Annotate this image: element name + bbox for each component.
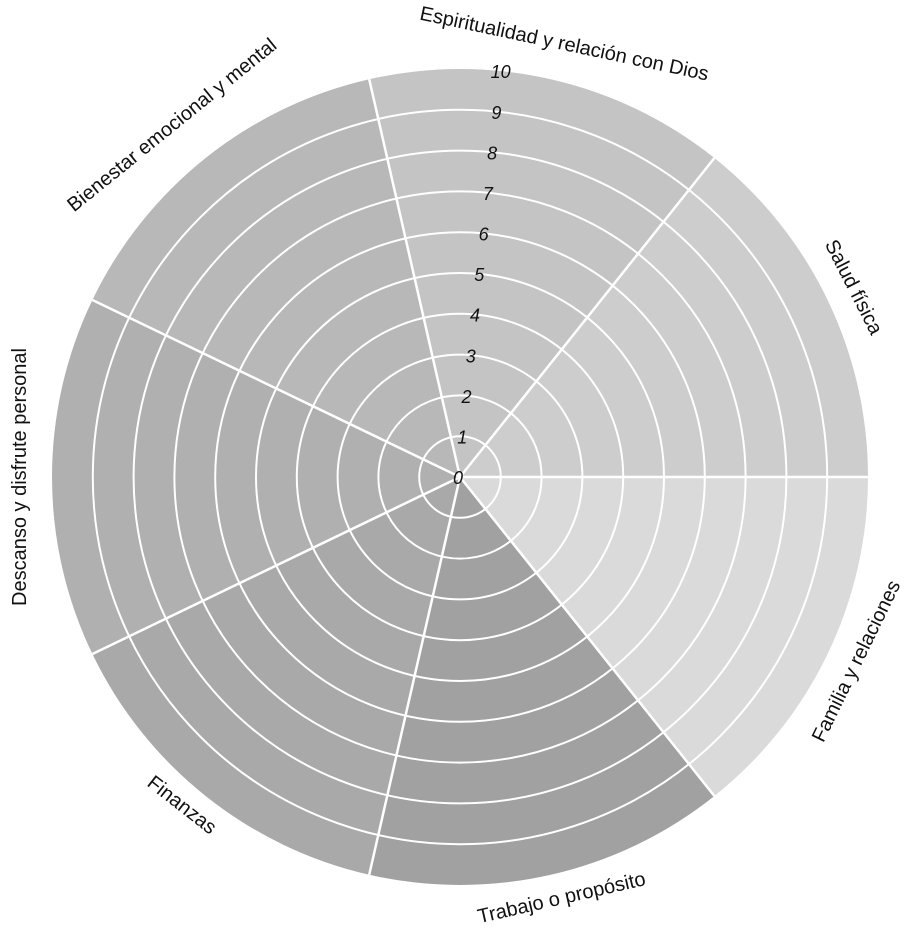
wheel-segment-1: [369, 477, 715, 885]
scale-label-10: 10: [491, 62, 511, 82]
scale-label-1: 1: [457, 427, 467, 447]
wheel-segment-4: [92, 79, 461, 478]
scale-label-5: 5: [474, 265, 485, 285]
scale-label-7: 7: [483, 184, 494, 204]
scale-labels: 0 1 2 3 4 5 6 7 8 9 10: [453, 62, 511, 488]
scale-label-2: 2: [461, 387, 472, 407]
segment-divider-2: [367, 476, 462, 876]
segment-divider-5: [367, 78, 462, 478]
wheel-segment-2: [92, 477, 461, 875]
wheel-segment-0: [460, 477, 868, 796]
scale-label-0: 0: [453, 468, 463, 488]
scale-label-8: 8: [487, 143, 497, 163]
scale-label-3: 3: [466, 346, 476, 366]
segment-divider-3: [91, 475, 461, 656]
segment-divider-6: [459, 157, 716, 478]
segment-dividers: [91, 78, 868, 876]
scale-label-9: 9: [491, 103, 501, 123]
segment-label-descanso-disfrute: Descanso y disfrute personal: [9, 348, 31, 606]
wheel-segment-5: [369, 69, 715, 478]
segment-divider-1: [459, 476, 716, 797]
segment-divider-4: [91, 298, 461, 479]
scale-label-4: 4: [470, 306, 480, 326]
wheel-segment-6: [460, 158, 868, 477]
scale-label-6: 6: [479, 225, 490, 245]
